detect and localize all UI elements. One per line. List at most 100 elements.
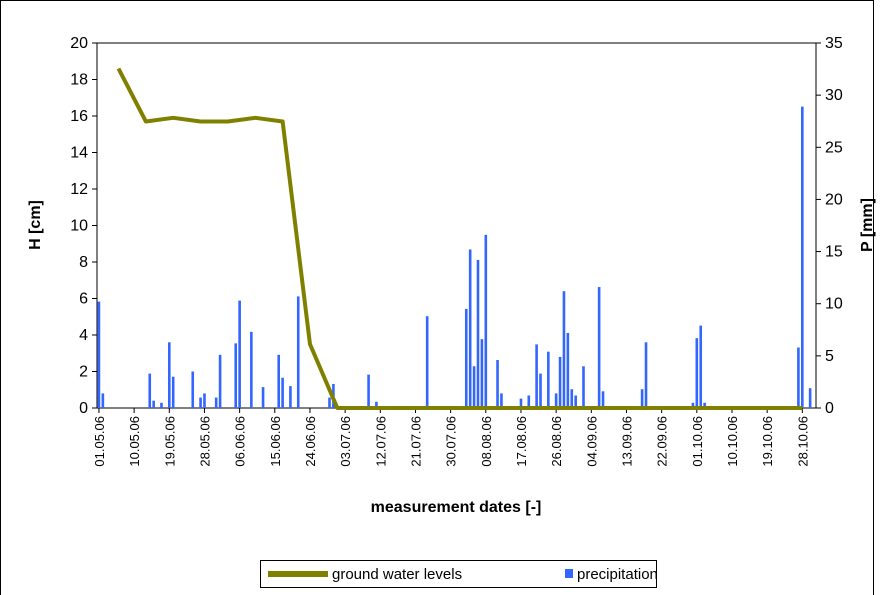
x-tick-label: 26.08.06 xyxy=(549,416,564,467)
bar xyxy=(574,395,577,408)
bar xyxy=(250,331,253,408)
bar xyxy=(808,388,812,408)
x-tick-label: 19.05.06 xyxy=(162,416,177,467)
bar xyxy=(328,397,331,408)
x-tick-label: 17.08.06 xyxy=(514,416,529,467)
bar xyxy=(425,316,429,408)
bar xyxy=(160,402,163,408)
x-tick-label: 13.09.06 xyxy=(619,416,634,467)
y-tick-label: 10 xyxy=(70,218,88,235)
y-tick-label: 2 xyxy=(79,364,88,381)
bar xyxy=(797,347,800,408)
x-tick-label: 22.09.06 xyxy=(655,416,670,467)
y2-tick-label: 20 xyxy=(825,191,843,208)
bar xyxy=(500,393,503,408)
y-tick-label: 16 xyxy=(70,108,88,125)
bar xyxy=(582,366,585,408)
bar xyxy=(640,389,644,408)
x-tick-label: 01.05.06 xyxy=(92,416,107,467)
y-tick-label: 8 xyxy=(79,254,88,271)
bar xyxy=(367,374,370,408)
y2-tick-label: 15 xyxy=(825,244,843,261)
y2-tick-label: 5 xyxy=(825,348,834,365)
bar xyxy=(464,308,468,408)
bar xyxy=(191,371,195,408)
y-tick-label: 20 xyxy=(70,35,88,52)
y2-tick-label: 0 xyxy=(825,400,834,417)
x-tick-label: 10.05.06 xyxy=(127,416,142,467)
x-tick-label: 04.09.06 xyxy=(584,416,599,467)
y-tick-label: 18 xyxy=(70,72,88,89)
x-tick-label: 24.06.06 xyxy=(303,416,318,467)
x-tick-label: 01.10.06 xyxy=(690,416,705,467)
bar xyxy=(535,344,538,408)
y-tick-label: 14 xyxy=(70,145,88,162)
y2-tick-label: 35 xyxy=(825,35,843,52)
bar xyxy=(527,395,531,408)
bar xyxy=(101,393,105,408)
x-axis-title: measurement dates [-] xyxy=(371,499,542,516)
bar xyxy=(97,301,101,408)
plot-area xyxy=(96,42,817,409)
legend-label: precipitation xyxy=(577,566,658,583)
bar xyxy=(644,342,648,408)
bar xyxy=(597,287,601,408)
bar xyxy=(801,106,804,408)
bar xyxy=(296,296,300,408)
bar xyxy=(547,351,550,408)
y-tick-label: 6 xyxy=(79,291,88,308)
x-tick-label: 21.07.06 xyxy=(408,416,423,467)
bar xyxy=(699,325,703,408)
bar xyxy=(234,343,238,408)
y-tick-label: 12 xyxy=(70,181,88,198)
bar xyxy=(695,338,699,408)
bar xyxy=(203,393,206,408)
bar xyxy=(199,397,202,408)
x-tick-label: 15.06.06 xyxy=(268,416,283,467)
bar xyxy=(601,391,605,408)
bar xyxy=(148,373,152,408)
x-tick-label: 03.07.06 xyxy=(338,416,353,467)
bar xyxy=(480,339,484,408)
bar xyxy=(472,366,476,408)
x-tick-label: 12.07.06 xyxy=(373,416,388,467)
bar xyxy=(558,356,562,408)
bar xyxy=(214,397,218,408)
x-tick-label: 06.06.06 xyxy=(233,416,248,467)
bar xyxy=(554,393,558,408)
bar xyxy=(539,373,542,408)
y-axis-title: H [cm] xyxy=(27,200,44,250)
bar xyxy=(281,377,284,408)
y-tick-label: 4 xyxy=(79,327,88,344)
bar xyxy=(261,387,265,408)
bar xyxy=(496,360,499,408)
legend-swatch xyxy=(565,569,573,578)
bar xyxy=(375,401,378,408)
legend-label: ground water levels xyxy=(332,566,462,583)
x-tick-label: 28.10.06 xyxy=(795,416,810,467)
bar xyxy=(171,376,175,408)
bar xyxy=(476,259,480,408)
y2-tick-label: 25 xyxy=(825,139,843,156)
line xyxy=(116,67,803,410)
y-tick-label: 0 xyxy=(79,400,88,417)
bar xyxy=(566,332,570,408)
bar xyxy=(691,402,695,408)
y2-tick-label: 30 xyxy=(825,87,843,104)
bar xyxy=(277,354,281,408)
bar xyxy=(152,400,155,408)
bar xyxy=(167,342,171,408)
x-tick-label: 30.07.06 xyxy=(444,416,459,467)
bar xyxy=(238,300,241,408)
bar xyxy=(570,389,574,408)
bar xyxy=(468,249,472,408)
y2-axis-title: P [mm] xyxy=(859,198,876,252)
bar xyxy=(562,291,566,408)
x-tick-label: 10.10.06 xyxy=(725,416,740,467)
bar xyxy=(519,398,523,408)
x-tick-label: 19.10.06 xyxy=(760,416,775,467)
x-tick-label: 28.05.06 xyxy=(197,416,212,467)
x-tick-label: 08.08.06 xyxy=(479,416,494,467)
